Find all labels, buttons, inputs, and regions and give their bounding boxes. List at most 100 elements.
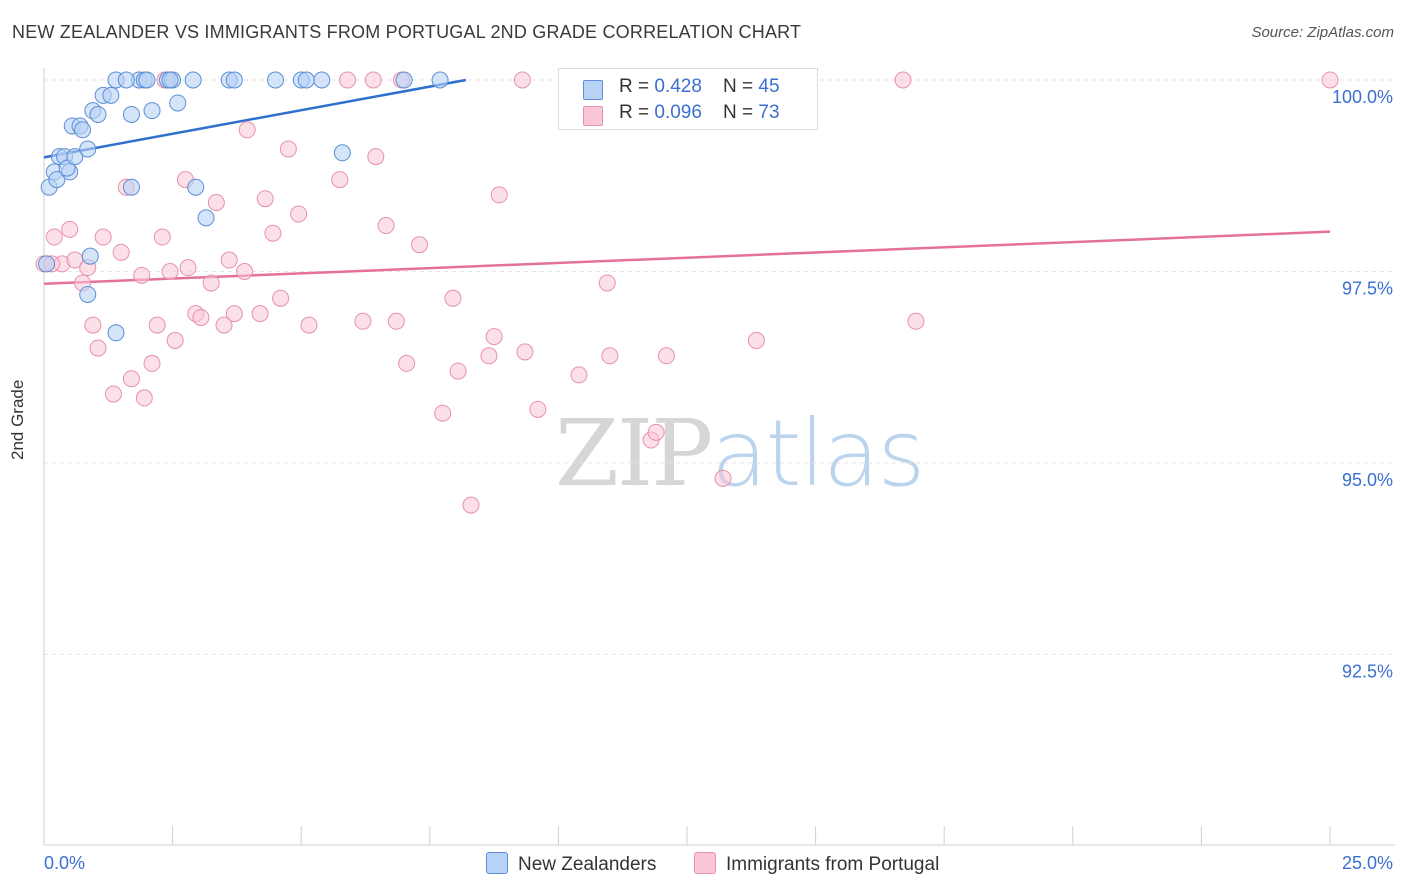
- data-point-new-zealanders: [197, 209, 215, 227]
- legend-r-value: 0.096: [654, 102, 702, 123]
- data-point-new-zealanders: [81, 247, 99, 265]
- data-point-portugal: [89, 339, 107, 357]
- data-point-portugal: [747, 331, 765, 349]
- data-point-new-zealanders: [122, 178, 140, 196]
- data-point-portugal: [207, 194, 225, 212]
- data-point-new-zealanders: [117, 71, 135, 89]
- data-point-portugal: [411, 236, 429, 254]
- data-point-portugal: [364, 71, 382, 89]
- data-point-new-zealanders: [79, 285, 97, 303]
- data-point-portugal: [104, 385, 122, 403]
- bottom-legend-swatch-blue: [486, 852, 508, 874]
- x-tick-label: 25.0%: [1342, 853, 1393, 873]
- zipatlas-watermark: ZIPatlas: [555, 400, 926, 507]
- legend-r-value: 0.428: [654, 76, 702, 97]
- bottom-legend-label: New Zealanders: [518, 854, 657, 875]
- data-point-portugal: [202, 274, 220, 292]
- data-point-portugal: [143, 354, 161, 372]
- data-point-portugal: [714, 469, 732, 487]
- data-point-new-zealanders: [313, 71, 331, 89]
- data-point-portugal: [434, 404, 452, 422]
- data-point-portugal: [264, 224, 282, 242]
- bottom-legend-swatch-pink: [694, 852, 716, 874]
- data-point-portugal: [166, 331, 184, 349]
- data-point-portugal: [272, 289, 290, 307]
- legend-r-label: R =: [619, 76, 655, 97]
- data-point-new-zealanders: [38, 255, 56, 273]
- data-point-portugal: [331, 171, 349, 189]
- data-point-portugal: [444, 289, 462, 307]
- y-tick-label: 100.0%: [1332, 87, 1393, 107]
- chart-title: NEW ZEALANDER VS IMMIGRANTS FROM PORTUGA…: [12, 22, 802, 42]
- y-tick-label: 95.0%: [1342, 470, 1393, 490]
- data-point-portugal: [84, 316, 102, 334]
- data-point-new-zealanders: [79, 140, 97, 158]
- data-point-portugal: [1321, 71, 1339, 89]
- legend-n-value: 45: [758, 76, 780, 97]
- data-point-new-zealanders: [89, 105, 107, 123]
- data-point-new-zealanders: [431, 71, 449, 89]
- data-point-portugal: [179, 259, 197, 277]
- y-tick-label: 97.5%: [1342, 279, 1393, 299]
- data-point-portugal: [153, 228, 171, 246]
- y-tick-label: 92.5%: [1342, 662, 1393, 682]
- data-point-portugal: [377, 217, 395, 235]
- data-point-portugal: [490, 186, 508, 204]
- data-point-portugal: [480, 347, 498, 365]
- data-point-new-zealanders: [187, 178, 205, 196]
- data-point-portugal: [161, 263, 179, 280]
- data-point-portugal: [601, 347, 619, 365]
- watermark-zip: ZIP: [555, 400, 713, 507]
- data-point-portugal: [133, 266, 151, 284]
- data-point-portugal: [148, 316, 166, 334]
- data-point-portugal: [220, 251, 238, 269]
- legend-r-label: R =: [619, 102, 655, 123]
- data-point-portugal: [135, 389, 153, 407]
- data-point-portugal: [485, 328, 503, 346]
- data-point-new-zealanders: [184, 71, 202, 89]
- data-point-new-zealanders: [143, 102, 161, 120]
- data-point-portugal: [529, 400, 547, 418]
- correlation-legend: R = 0.428 N = 45 R = 0.096 N = 73: [558, 68, 818, 130]
- legend-swatch-pink: [583, 106, 603, 126]
- watermark-atlas: atlas: [711, 400, 925, 507]
- data-point-portugal: [45, 228, 63, 246]
- data-point-portugal: [290, 205, 308, 223]
- data-point-portugal: [354, 312, 372, 330]
- legend-n-label: N =: [723, 76, 759, 97]
- data-point-new-zealanders: [102, 86, 120, 104]
- data-point-new-zealanders: [138, 71, 156, 89]
- bottom-legend-portugal: Immigrants from Portugal: [694, 852, 939, 876]
- x-tick-label: 0.0%: [44, 853, 85, 873]
- data-point-portugal: [398, 354, 416, 372]
- data-point-portugal: [192, 308, 210, 326]
- data-point-portugal: [238, 121, 256, 139]
- data-point-new-zealanders: [297, 71, 315, 89]
- data-point-portugal: [338, 71, 356, 89]
- data-point-portugal: [513, 71, 531, 89]
- data-point-portugal: [279, 140, 297, 158]
- data-point-new-zealanders: [225, 71, 243, 89]
- data-point-portugal: [598, 274, 616, 292]
- legend-n-label: N =: [723, 102, 759, 123]
- data-point-new-zealanders: [48, 171, 66, 189]
- data-point-portugal: [112, 243, 130, 261]
- data-point-portugal: [300, 316, 318, 334]
- data-point-portugal: [657, 347, 675, 365]
- data-point-portugal: [570, 366, 588, 384]
- data-point-portugal: [251, 305, 269, 323]
- data-point-portugal: [907, 312, 925, 330]
- data-point-portugal: [516, 343, 534, 361]
- data-point-portugal: [215, 316, 233, 334]
- data-point-new-zealanders: [66, 148, 84, 166]
- data-point-portugal: [236, 263, 254, 280]
- data-point-portugal: [647, 423, 665, 441]
- legend-swatch-blue: [583, 80, 603, 100]
- data-point-portugal: [462, 496, 480, 514]
- y-axis-label: 2nd Grade: [8, 379, 27, 460]
- data-point-new-zealanders: [333, 144, 351, 162]
- data-point-portugal: [61, 220, 79, 238]
- data-point-new-zealanders: [122, 105, 140, 123]
- trend-line-portugal: [43, 230, 1331, 286]
